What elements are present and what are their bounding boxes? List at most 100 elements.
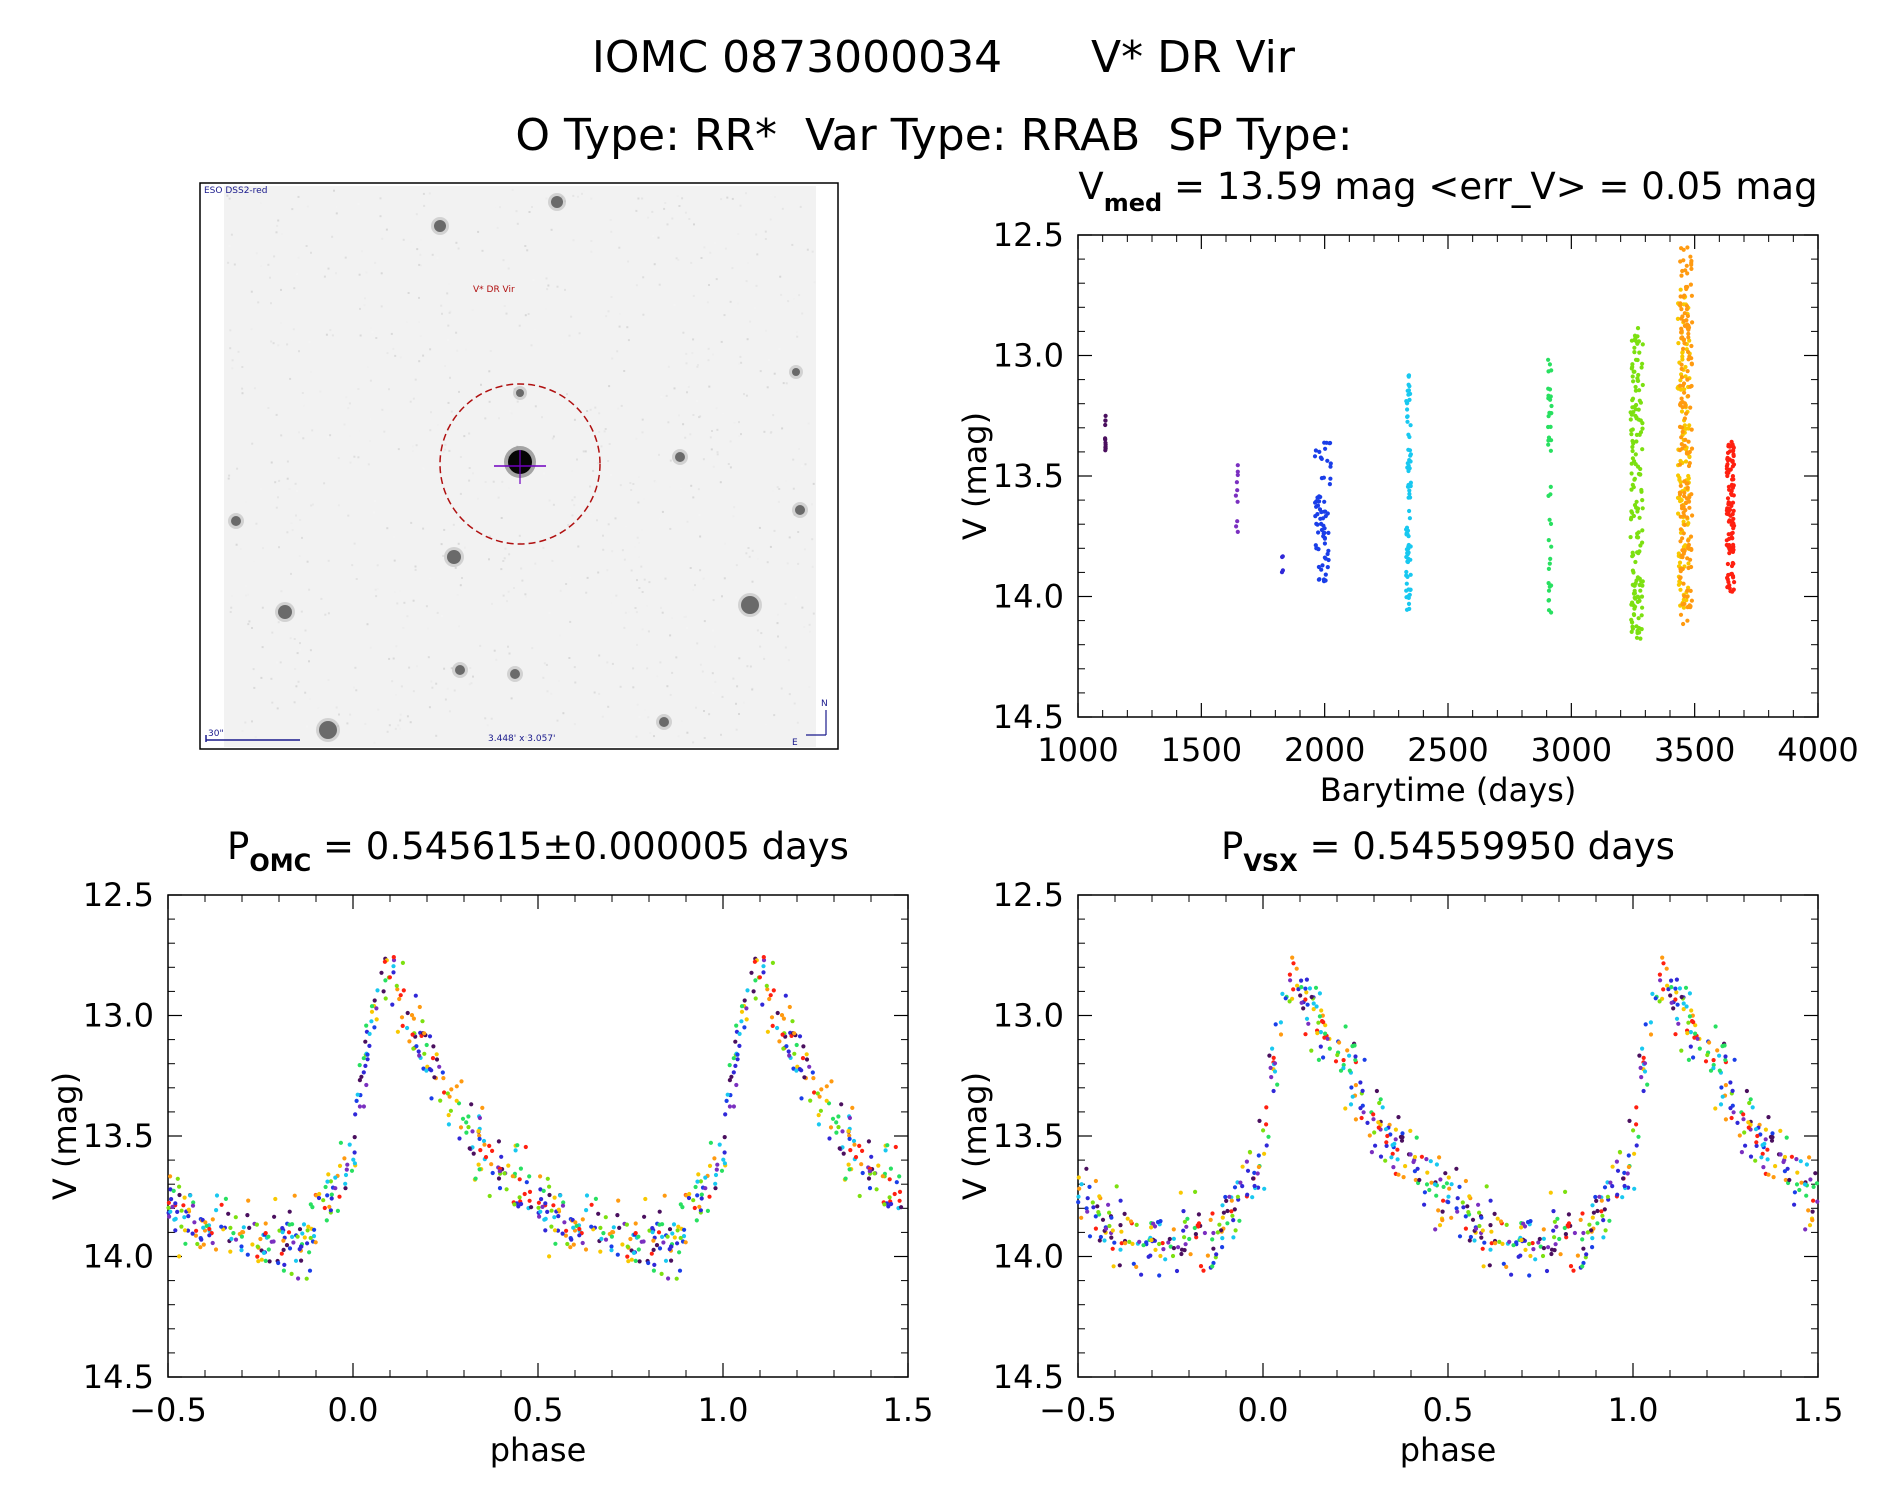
- phase-point: [1395, 1147, 1400, 1152]
- phase-point: [611, 1225, 616, 1230]
- lightcurve-point: [1689, 362, 1694, 367]
- phase-point: [1244, 1159, 1249, 1164]
- phase-point: [466, 1125, 471, 1130]
- phase-point: [885, 1143, 890, 1148]
- phase-point: [721, 1157, 726, 1162]
- sky-noise-speck: [571, 470, 574, 473]
- phase-point: [1214, 1252, 1219, 1257]
- lightcurve-point: [1681, 531, 1686, 536]
- sky-noise-speck: [573, 504, 576, 507]
- phase-point: [400, 1023, 405, 1028]
- phase-point: [1782, 1154, 1788, 1160]
- phase-point: [1723, 1057, 1728, 1063]
- phase-point: [1106, 1202, 1111, 1207]
- lightcurve-point: [1724, 470, 1729, 475]
- sky-noise-speck: [729, 300, 732, 303]
- sky-noise-speck: [492, 480, 495, 483]
- sky-noise-speck: [463, 435, 466, 438]
- lightcurve-point: [1547, 561, 1552, 566]
- phase-point: [1750, 1105, 1755, 1110]
- phase-point: [516, 1204, 521, 1209]
- panel-title-subscript: VSX: [1243, 849, 1298, 877]
- phase-point: [1519, 1238, 1524, 1243]
- phase-point: [749, 970, 754, 975]
- phase-point: [349, 1168, 355, 1173]
- sky-noise-speck: [294, 482, 297, 485]
- sky-noise-speck: [280, 321, 282, 324]
- panel-title-prefix: P: [1221, 825, 1243, 868]
- phase-point: [547, 1184, 552, 1189]
- phase-point: [1723, 1083, 1728, 1088]
- lightcurve-point: [1682, 494, 1687, 499]
- phase-point: [1521, 1221, 1526, 1226]
- phase-point: [175, 1176, 180, 1181]
- phase-point: [727, 1078, 733, 1083]
- sky-noise-speck: [661, 510, 664, 513]
- lightcurve-point: [1682, 390, 1687, 395]
- phase-point: [651, 1268, 657, 1273]
- phase-point: [1802, 1182, 1808, 1187]
- sky-noise-speck: [289, 377, 292, 380]
- phase-point: [1413, 1177, 1418, 1183]
- sky-noise-speck: [255, 522, 258, 525]
- sky-noise-speck: [669, 693, 672, 696]
- sky-noise-speck: [294, 668, 297, 670]
- phase-point: [1323, 1031, 1328, 1036]
- lightcurve-point: [1406, 447, 1411, 452]
- sky-noise-speck: [726, 196, 729, 199]
- phase-point: [577, 1233, 582, 1238]
- lightcurve-point: [1103, 413, 1108, 418]
- sky-noise-speck: [641, 197, 644, 200]
- phase-point: [1432, 1182, 1438, 1187]
- phase-point: [560, 1203, 566, 1208]
- phase-point: [1211, 1246, 1216, 1251]
- phase-point: [1358, 1080, 1363, 1085]
- phase-point: [876, 1163, 881, 1168]
- phase-point: [1590, 1236, 1595, 1241]
- sky-noise-speck: [702, 577, 705, 580]
- phase-point: [760, 1002, 765, 1007]
- lightcurve-point: [1679, 396, 1684, 401]
- phase-point: [287, 1222, 292, 1227]
- phase-point: [713, 1181, 718, 1186]
- sky-noise-speck: [792, 487, 795, 490]
- lightcurve-point: [1727, 518, 1732, 523]
- phase-point: [1703, 1059, 1709, 1064]
- lightcurve-point: [1636, 407, 1641, 412]
- sky-noise-speck: [468, 683, 471, 686]
- phase-point: [210, 1240, 215, 1246]
- lightcurve-point: [1315, 503, 1321, 508]
- sky-noise-speck: [452, 523, 455, 526]
- lightcurve-point: [1689, 546, 1694, 552]
- sky-noise-speck: [481, 249, 484, 252]
- phase-point: [1196, 1224, 1201, 1229]
- phase-point: [374, 1017, 379, 1022]
- data-points: [166, 955, 904, 1281]
- sky-noise-speck: [488, 400, 491, 403]
- phase-point: [359, 1074, 364, 1079]
- phase-point: [1399, 1138, 1405, 1143]
- lightcurve-point: [1279, 570, 1285, 575]
- phase-point: [276, 1260, 281, 1266]
- phase-point: [620, 1242, 625, 1247]
- phase-point: [841, 1151, 846, 1156]
- phase-point: [1787, 1177, 1792, 1183]
- phase-point: [660, 1234, 665, 1239]
- lightcurve-point: [1727, 487, 1732, 492]
- sky-noise-speck: [583, 224, 586, 227]
- phase-point: [1489, 1241, 1494, 1246]
- phase-point: [1765, 1147, 1770, 1152]
- sky-noise-speck: [427, 656, 430, 659]
- phase-point: [682, 1227, 687, 1232]
- lightcurve-point: [1686, 543, 1691, 549]
- phase-point: [727, 1104, 733, 1109]
- phase-point: [853, 1155, 859, 1160]
- lightcurve-point: [1405, 419, 1410, 424]
- lightcurve-point: [1687, 423, 1692, 428]
- phase-point: [1291, 961, 1296, 966]
- sky-noise-speck: [692, 294, 695, 297]
- phase-point: [847, 1136, 852, 1141]
- phase-point: [281, 1238, 286, 1243]
- phase-point: [1642, 1061, 1648, 1066]
- phase-point: [1247, 1149, 1252, 1155]
